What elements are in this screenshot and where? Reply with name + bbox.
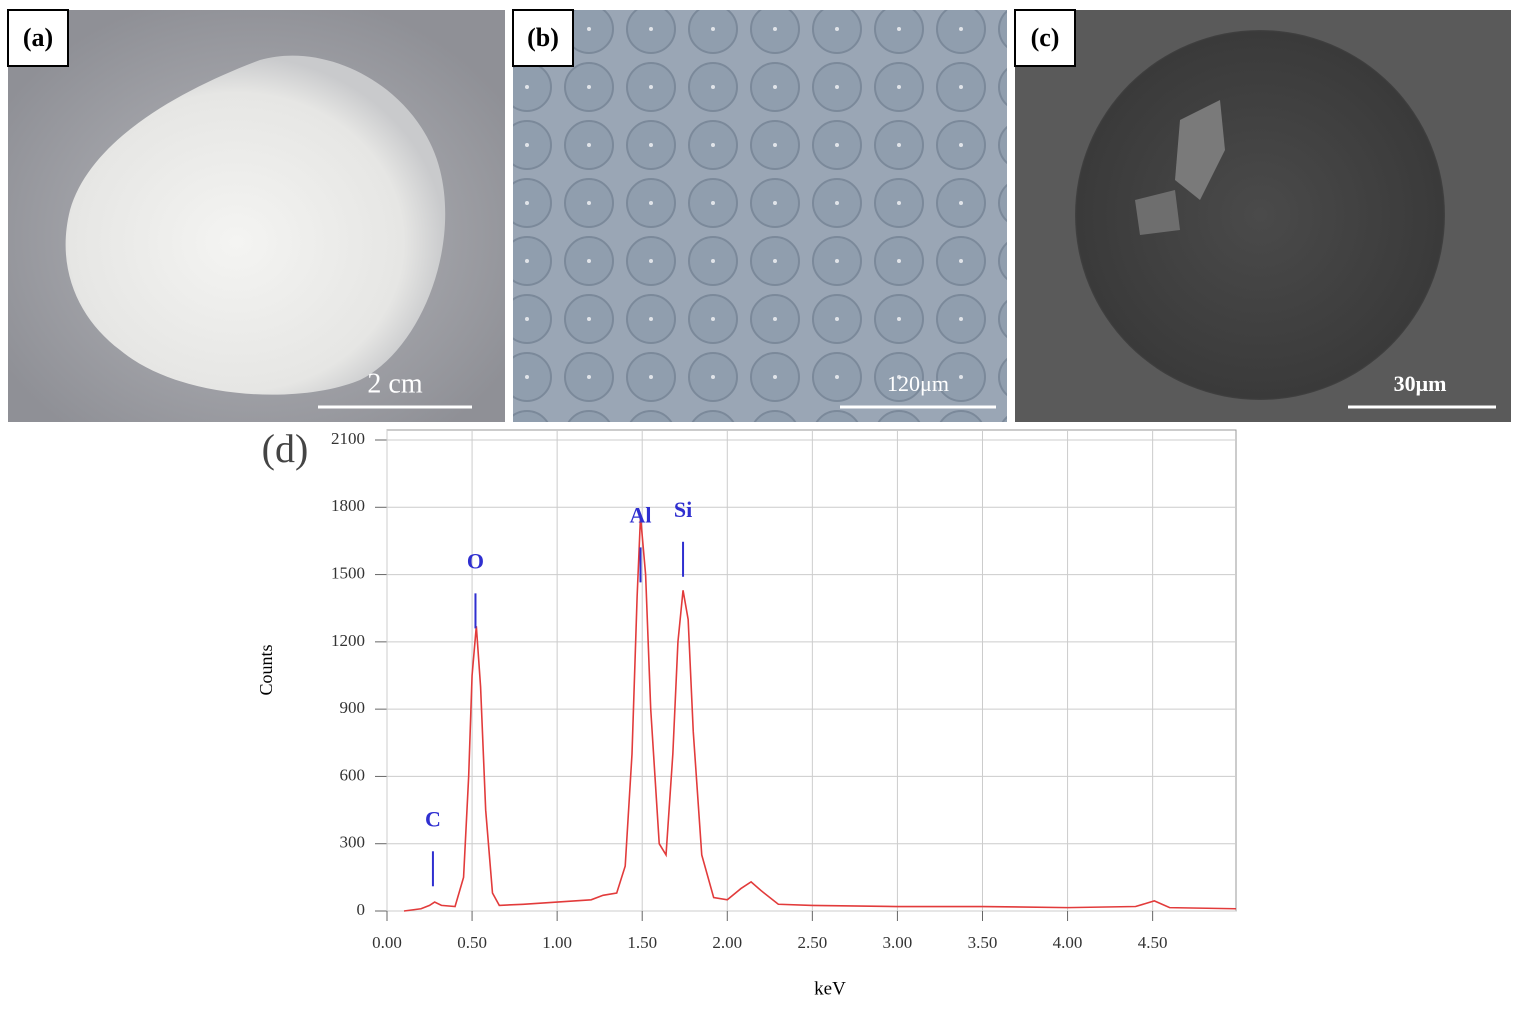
y-tick-label: 600 <box>340 765 366 784</box>
scale-label: 2 cm <box>367 368 422 399</box>
y-tick-label: 900 <box>340 698 366 717</box>
y-axis-title: Counts <box>256 644 276 695</box>
peak-label: Si <box>674 497 692 522</box>
chart-label: (d) <box>262 426 309 471</box>
spectrum-line <box>403 516 1237 912</box>
photo-b <box>513 10 1007 422</box>
x-tick-label: 3.50 <box>968 933 998 952</box>
x-tick-label: 3.00 <box>883 933 913 952</box>
x-tick-label: 4.00 <box>1053 933 1083 952</box>
panel-label: (a) <box>23 23 53 52</box>
photo-a <box>8 10 505 422</box>
y-tick-label: 300 <box>340 833 366 852</box>
x-tick-label: 1.50 <box>627 933 657 952</box>
x-tick-label: 2.50 <box>797 933 827 952</box>
photo-c <box>1015 10 1511 422</box>
peak-label: C <box>425 806 441 831</box>
scale-label: 120μm <box>887 371 949 396</box>
panel-label-box <box>512 9 574 67</box>
y-tick-label: 1800 <box>331 496 365 515</box>
y-tick-label: 2100 <box>331 429 365 448</box>
peak-label: O <box>467 548 484 573</box>
x-tick-label: 2.00 <box>712 933 742 952</box>
panel-label-box <box>1014 9 1076 67</box>
y-tick-label: 1200 <box>331 631 365 650</box>
y-tick-label: 0 <box>357 900 366 919</box>
x-tick-label: 0.50 <box>457 933 487 952</box>
x-axis-title: keV <box>814 978 846 999</box>
plot-area <box>386 429 1237 912</box>
panel-label-box <box>7 9 69 67</box>
x-tick-label: 0.00 <box>372 933 402 952</box>
panel-label: (b) <box>527 23 559 52</box>
x-tick-label: 4.50 <box>1138 933 1168 952</box>
x-tick-label: 1.00 <box>542 933 572 952</box>
peak-label: Al <box>630 502 652 527</box>
y-tick-label: 1500 <box>331 563 365 582</box>
scale-label: 30μm <box>1394 371 1447 396</box>
panel-label: (c) <box>1031 23 1060 52</box>
